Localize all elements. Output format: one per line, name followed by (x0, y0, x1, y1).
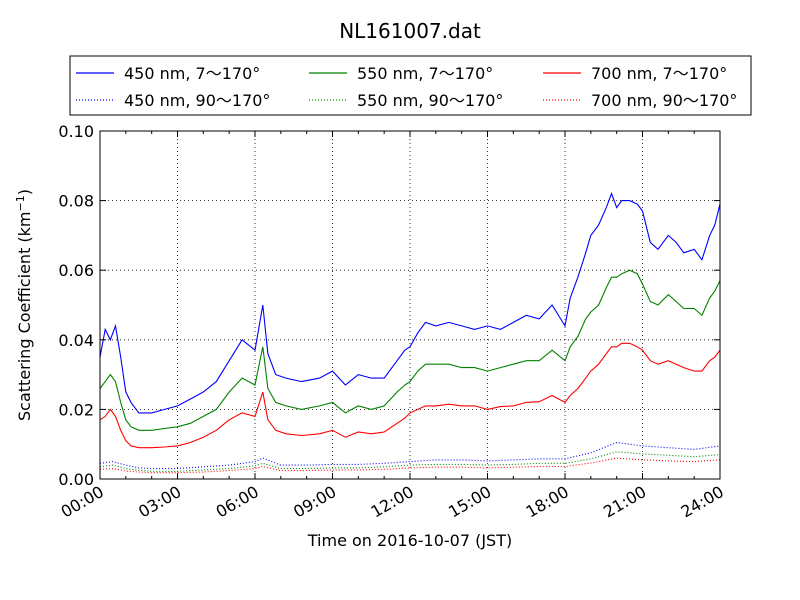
legend-label: 450 nm, 7～170° (124, 64, 260, 83)
x-tick-label: 15:00 (445, 482, 494, 522)
grid (100, 131, 720, 479)
legend-label: 550 nm, 90～170° (357, 91, 503, 110)
x-tick-label: 21:00 (600, 482, 649, 522)
y-tick-label: 0.00 (58, 470, 94, 489)
legend-label: 700 nm, 90～170° (591, 91, 737, 110)
series-line (99, 342, 721, 449)
y-tick-label: 0.04 (58, 331, 94, 350)
legend-label: 550 nm, 7～170° (357, 64, 493, 83)
y-axis-label: Scattering Coefficient (km−1) (14, 189, 34, 421)
series-line (99, 192, 721, 414)
ticks (99, 130, 721, 480)
y-tick-label: 0.06 (58, 261, 94, 280)
series-line (99, 451, 721, 472)
chart-title: NL161007.dat (339, 19, 481, 43)
x-tick-label: 09:00 (290, 482, 339, 522)
x-tick-label: 24:00 (678, 482, 727, 522)
y-tick-label: 0.08 (58, 192, 94, 211)
x-tick-label: 12:00 (368, 482, 417, 522)
x-tick-label: 18:00 (523, 482, 572, 522)
legend-items: 450 nm, 7～170° 450 nm, 90～170° 550 nm, 7～1… (76, 64, 737, 110)
x-tick-label: 03:00 (135, 482, 184, 522)
y-axis-label-superscript: −1 (14, 195, 27, 211)
legend-label: 700 nm, 7～170° (591, 64, 727, 83)
legend-label: 450 nm, 90～170° (124, 91, 270, 110)
legend: 450 nm, 7～170° 450 nm, 90～170° 550 nm, 7～1… (69, 55, 752, 116)
y-axis-label-main: Scattering Coefficient (km (15, 211, 34, 421)
y-axis-label-close: ) (15, 189, 34, 195)
legend-box (69, 55, 752, 116)
tick-labels: 00:00 03:00 06:00 09:00 12:00 15:00 18:00 21:00… (58, 122, 727, 522)
plot-lines (99, 192, 721, 474)
x-tick-label: 06:00 (213, 482, 262, 522)
y-tick-label: 0.02 (58, 400, 94, 419)
x-axis-label: Time on 2016-10-07 (JST) (307, 531, 512, 550)
y-tick-label: 0.10 (58, 122, 94, 141)
series-line (99, 269, 721, 431)
